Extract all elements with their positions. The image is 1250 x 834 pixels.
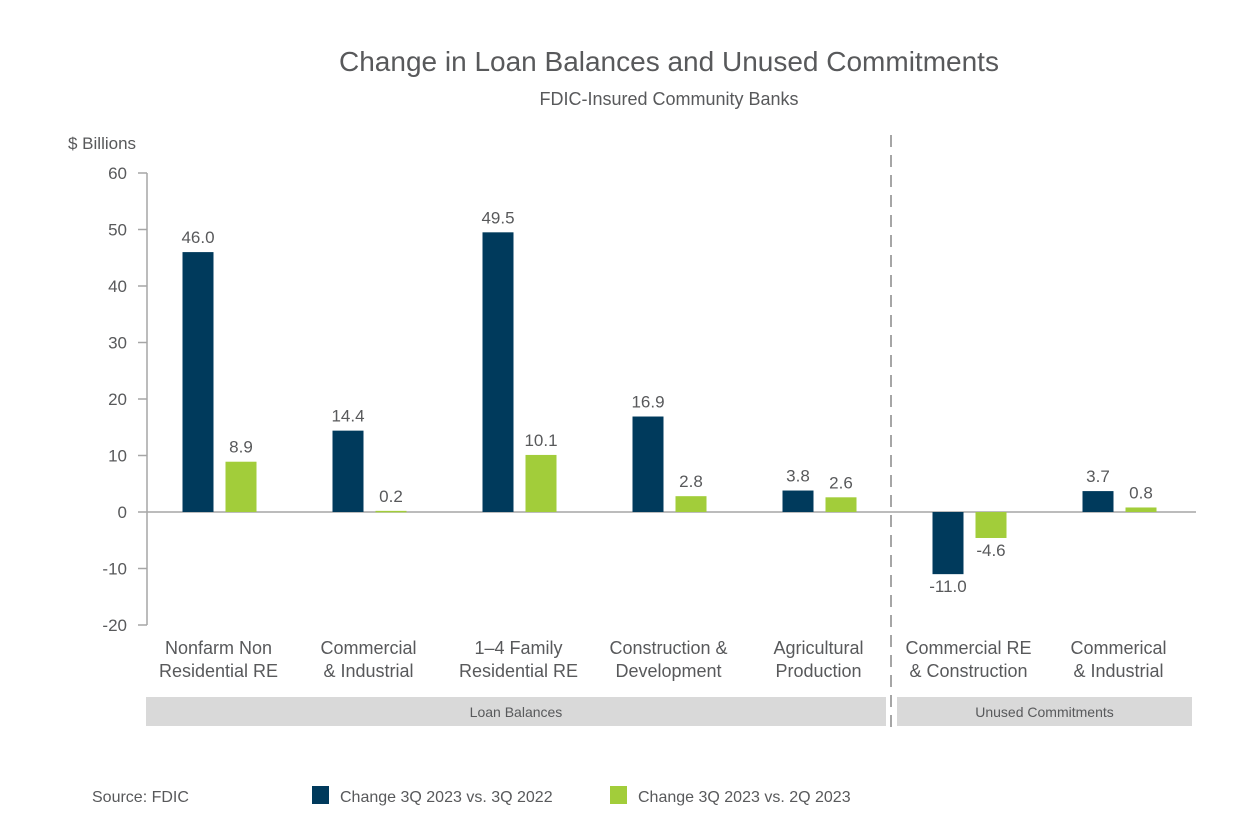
y-tick-label: 40 [108, 277, 127, 296]
bar-yoy [332, 430, 364, 512]
bar-yoy [482, 232, 514, 512]
category-label: Commerical & Industrial [1070, 638, 1166, 681]
category-label: Commercial RE & Construction [905, 638, 1031, 681]
data-label: -11.0 [929, 577, 967, 596]
category-label: Commercial & Industrial [320, 638, 416, 681]
legend-label: Change 3Q 2023 vs. 3Q 2022 [340, 789, 553, 806]
category-label: Construction & Development [609, 638, 727, 681]
data-label: 49.5 [481, 208, 514, 227]
data-label: 16.9 [631, 393, 664, 412]
y-tick-label: 20 [108, 390, 127, 409]
category-labels: Nonfarm Non Residential RE Commercial & Ind… [159, 638, 1167, 681]
group-bands: Loan Balances Unused Commitments [146, 697, 1192, 726]
legend-swatch [312, 786, 329, 804]
y-axis-label: $ Billions [68, 134, 136, 153]
bar-yoy [782, 490, 814, 512]
data-label: 3.8 [786, 467, 810, 486]
group-band [897, 697, 1192, 726]
data-label: 2.6 [829, 473, 853, 492]
bar-yoy [1082, 491, 1114, 512]
bar-qoq [675, 496, 707, 512]
legend: Change 3Q 2023 vs. 3Q 2022 Change 3Q 2023… [312, 786, 851, 806]
group-band [146, 697, 886, 726]
data-labels: 46.0 14.4 49.5 16.9 3.8 -11.0 3.7 8.9 0.2 10.1 2.8… [181, 208, 1152, 596]
source-note: Source: FDIC [92, 789, 189, 806]
group-label: Loan Balances [470, 704, 563, 720]
bar-qoq [225, 461, 257, 512]
data-label: 2.8 [679, 472, 703, 491]
bar-yoy [182, 252, 214, 512]
data-label: -4.6 [976, 541, 1005, 560]
data-label: 8.9 [229, 438, 253, 457]
data-label: 3.7 [1086, 467, 1110, 486]
category-label: Agricultural Production [773, 638, 863, 681]
data-label: 0.8 [1129, 483, 1153, 502]
data-label: 0.2 [379, 487, 403, 506]
bar-yoy [932, 512, 964, 575]
bar-qoq [375, 510, 407, 513]
legend-swatch [610, 786, 627, 804]
data-label: 10.1 [524, 431, 557, 450]
y-tick-label: -20 [102, 616, 127, 635]
category-label: Nonfarm Non Residential RE [159, 638, 278, 681]
bar-yoy [632, 416, 664, 512]
chart-title: Change in Loan Balances and Unused Commi… [339, 46, 999, 77]
bar-qoq [825, 497, 857, 512]
category-label: 1–4 Family Residential RE [459, 638, 578, 681]
chart-subtitle: FDIC-Insured Community Banks [539, 89, 798, 109]
y-tick-label: 50 [108, 221, 127, 240]
bars [182, 232, 1157, 575]
y-tick-label: 60 [108, 164, 127, 183]
legend-label: Change 3Q 2023 vs. 2Q 2023 [638, 789, 851, 806]
y-tick-label: 0 [118, 503, 127, 522]
y-tick-label: -10 [102, 560, 127, 579]
data-label: 46.0 [181, 228, 214, 247]
y-tick-label: 10 [108, 447, 127, 466]
bar-qoq [525, 454, 557, 512]
group-label: Unused Commitments [975, 704, 1114, 720]
y-axis: 60 50 40 30 20 10 0 -10 -20 [102, 164, 1196, 635]
bar-qoq [1125, 507, 1157, 512]
y-tick-label: 30 [108, 334, 127, 353]
data-label: 14.4 [331, 407, 364, 426]
bar-qoq [975, 512, 1007, 538]
